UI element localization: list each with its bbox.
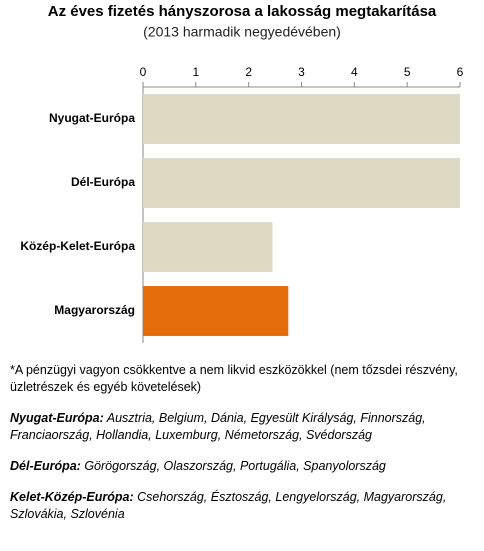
x-tick-label: 1 (192, 65, 199, 79)
x-tick-label: 2 (245, 65, 252, 79)
bar (143, 286, 289, 336)
x-tick-label: 0 (140, 65, 147, 79)
note-group: Nyugat-Európa: Ausztria, Belgium, Dánia,… (10, 410, 470, 444)
y-tick-label: Dél-Európa (71, 175, 135, 189)
chart-subtitle: (2013 harmadik negyedévében) (143, 24, 341, 40)
note-text: Csehország, Észtoszág, Lengyelország, Ma… (10, 490, 447, 521)
note-label: Kelet-Közép-Európa: (10, 490, 134, 504)
footnote: *A pénzügyi vagyon csökkentve a nem likv… (10, 363, 458, 394)
chart: Az éves fizetés hányszorosa a lakosság m… (20, 3, 464, 343)
chart-title: Az éves fizetés hányszorosa a lakosság m… (48, 3, 437, 20)
notes: *A pénzügyi vagyon csökkentve a nem likv… (10, 362, 470, 537)
note-label: Nyugat-Európa: (10, 411, 104, 425)
x-tick-label: 4 (351, 65, 358, 79)
x-tick-label: 3 (298, 65, 305, 79)
note-text: Ausztria, Belgium, Dánia, Egyesült Királ… (10, 411, 426, 442)
x-tick-label: 5 (404, 65, 411, 79)
bar (143, 94, 460, 144)
note-label: Dél-Európa: (10, 459, 81, 473)
x-tick-label: 6 (457, 65, 464, 79)
note-group: Dél-Európa: Görögország, Olaszország, Po… (10, 458, 470, 475)
y-tick-label: Nyugat-Európa (49, 111, 135, 125)
y-tick-label: Magyarország (54, 303, 135, 317)
bar (143, 222, 273, 272)
bar (143, 158, 460, 208)
note-group: Kelet-Közép-Európa: Csehország, Észtoszá… (10, 489, 470, 523)
note-text: Görögország, Olaszország, Portugália, Sp… (84, 459, 386, 473)
y-tick-label: Közép-Kelet-Európa (20, 239, 135, 253)
